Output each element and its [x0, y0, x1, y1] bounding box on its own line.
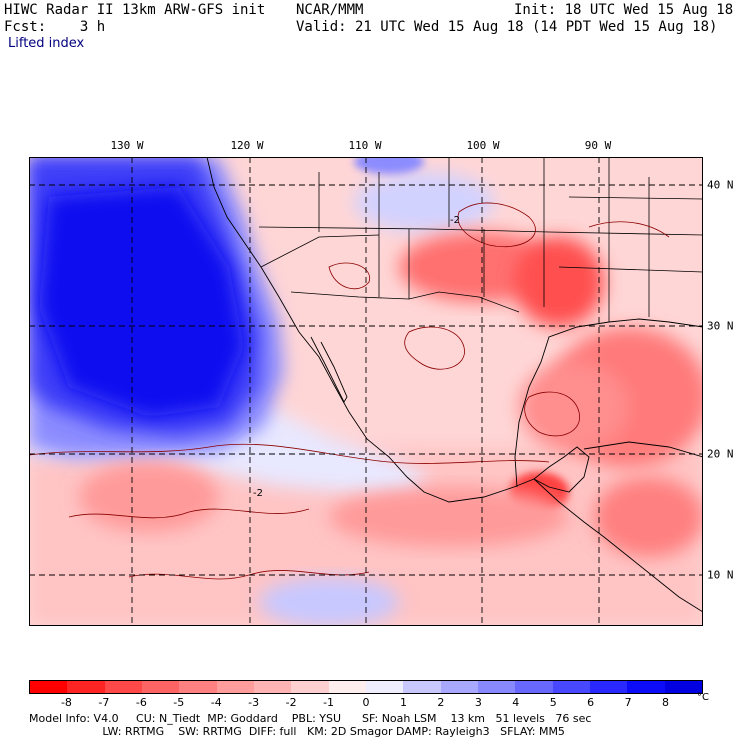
graticule: [29, 157, 703, 626]
lat-label-40n: 40 N: [707, 178, 734, 192]
map-frame: [29, 157, 703, 626]
pacific-stable-max: [39, 187, 244, 417]
state-borders: [258, 157, 703, 322]
colorbar-swatch: [104, 681, 142, 693]
colorbar-tick-label: -1: [323, 696, 335, 709]
colorbar-tick-label: 8: [662, 696, 670, 709]
colorbar-tick-label: -2: [285, 696, 297, 709]
gulf-unstable: [519, 362, 629, 452]
lifted-index-contours: [29, 202, 670, 580]
colorbar-unit: °C: [697, 692, 709, 703]
field-name: Lifted index: [8, 36, 85, 51]
pacific-itcz-unstable: [79, 462, 219, 532]
plains-stable: [354, 172, 494, 232]
lon-label-90w: 90 W: [584, 139, 612, 152]
model-info-line2: LW: RRTMG SW: RRTMG DIFF: full KM: 2D Sm…: [29, 725, 565, 738]
lat-label-20n: 20 N: [707, 447, 734, 461]
colorbar-tick-label: -8: [60, 696, 72, 709]
colorbar-swatch: [664, 681, 702, 693]
lifted-index-map: -2 -2: [29, 157, 703, 626]
colorbar-swatch: [403, 681, 441, 693]
colorbar-swatch: [365, 681, 404, 693]
colorbar-swatch: [328, 681, 366, 693]
colorbar-swatch: [141, 681, 180, 693]
contour-label: -2: [253, 488, 263, 499]
colorbar-swatch: [589, 681, 628, 693]
southern-stable-patch: [259, 577, 399, 626]
colorbar-tick-label: -3: [248, 696, 260, 709]
colorbar-swatch: [291, 681, 329, 693]
colorbar-swatch: [216, 681, 254, 693]
colorbar-tick-label: -4: [210, 696, 222, 709]
forecast-hour: Fcst: 3 h: [4, 19, 106, 35]
colorbar-swatch: [477, 681, 516, 693]
colorbar-swatch: [253, 681, 292, 693]
colorbar-tick-label: -7: [98, 696, 110, 709]
lat-label-10n: 10 N: [707, 568, 734, 582]
colorbar: [29, 680, 703, 694]
gulf-coast-unstable: [514, 237, 604, 327]
north-stable-core: [354, 157, 424, 174]
lon-label-130w: 130 W: [110, 139, 144, 152]
colorbar-swatch: [30, 681, 68, 693]
lon-label-100w: 100 W: [466, 139, 500, 152]
colorbar-swatch: [67, 681, 105, 693]
lon-label-110w: 110 W: [348, 139, 382, 152]
colorbar-swatch: [440, 681, 478, 693]
colorbar-tick-label: 4: [512, 696, 520, 709]
colorbar-tick-label: -5: [173, 696, 185, 709]
model-title: HIWC Radar II 13km ARW-GFS init: [4, 2, 266, 18]
lat-label-30n: 30 N: [707, 319, 734, 333]
colorbar-tick-label: 5: [549, 696, 557, 709]
organization-label: NCAR/MMM: [296, 2, 364, 18]
init-time: Init: 18 UTC Wed 15 Aug 18: [514, 2, 734, 18]
colorbar-swatch: [179, 681, 217, 693]
contour-label: -2: [450, 215, 460, 226]
colorbar-tick-label: 0: [362, 696, 370, 709]
central-america-unstable: [594, 477, 703, 557]
lon-label-120w: 120 W: [230, 139, 264, 152]
colorbar-swatch: [515, 681, 553, 693]
colorbar-tick-label: 7: [624, 696, 632, 709]
valid-time: Valid: 21 UTC Wed 15 Aug 18 (14 PDT Wed …: [296, 19, 718, 35]
colorbar-swatch: [552, 681, 590, 693]
colorbar-tick-label: 1: [399, 696, 407, 709]
colorbar-tick-label: 3: [474, 696, 482, 709]
colorbar-swatch: [627, 681, 665, 693]
colorbar-tick-label: 2: [437, 696, 445, 709]
itcz-unstable: [329, 487, 569, 547]
colorbar-tick-label: 6: [587, 696, 595, 709]
colorbar-tick-label: -6: [135, 696, 147, 709]
model-info-line1: Model Info: V4.0 CU: N_Tiedt MP: Goddard…: [29, 712, 592, 725]
